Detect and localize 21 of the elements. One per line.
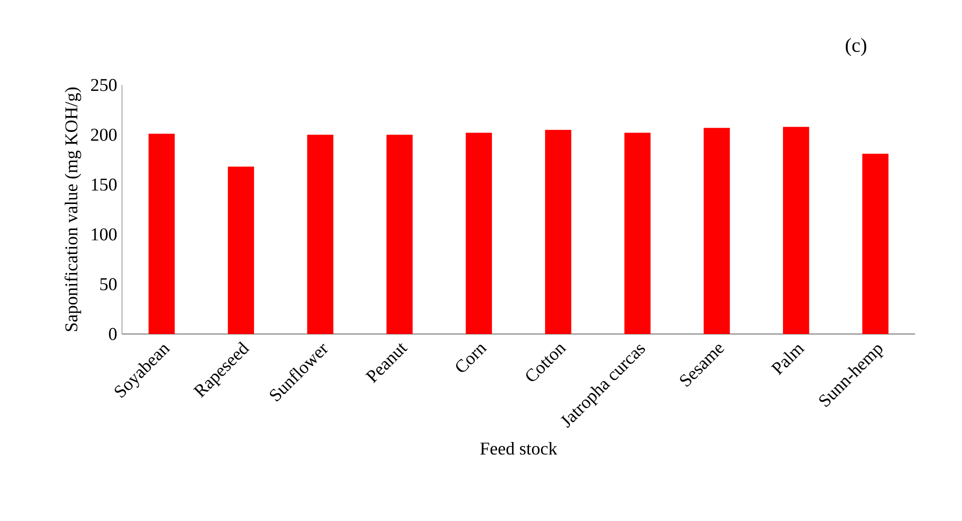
y-tick-label: 250 — [91, 78, 117, 92]
bar — [466, 132, 492, 334]
y-tick-label: 0 — [108, 328, 117, 340]
y-tick-label: 150 — [92, 178, 117, 191]
bar — [228, 166, 254, 334]
bar — [307, 134, 334, 334]
x-axis-title: Feed stock — [480, 442, 558, 455]
bar — [624, 132, 651, 334]
y-tick-label: 200 — [91, 128, 117, 141]
chart-title: (c) — [846, 38, 866, 56]
bar — [148, 134, 175, 334]
bar — [545, 130, 572, 334]
x-tick-label: Corn — [456, 344, 488, 372]
bar — [862, 154, 888, 334]
x-tick-label: Palm — [770, 345, 805, 376]
bar — [386, 134, 413, 334]
y-tick-label: 50 — [100, 278, 117, 290]
bar — [704, 128, 730, 334]
y-tick-label: 100 — [92, 228, 117, 240]
bar — [782, 126, 810, 334]
y-axis-title: Saponification value (mg KOH/g) — [64, 88, 82, 332]
